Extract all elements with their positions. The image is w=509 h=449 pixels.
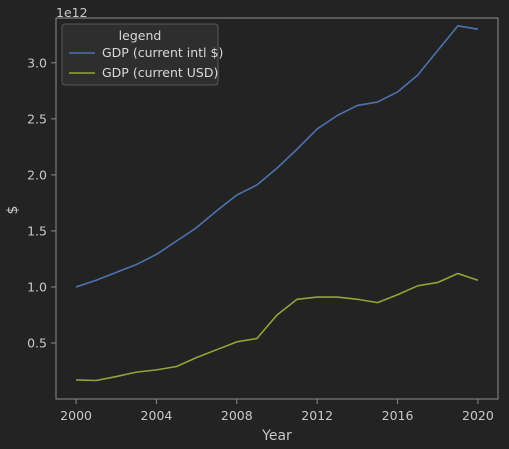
- axis-ticks: 2000 2004 2008 2012 2016 2020 0.5 1.0 1.5 2.0 2.5 3…: [27, 55, 494, 423]
- series-line-intl: [75, 25, 479, 288]
- y-axis-label: $: [5, 206, 21, 215]
- y-tick-label: 1.0: [27, 279, 47, 294]
- legend-box: [61, 23, 219, 86]
- x-tick-label: 2004: [141, 408, 173, 423]
- y-tick-label: 0.5: [27, 335, 47, 350]
- legend-label-usd: GDP (current USD): [102, 65, 218, 80]
- x-axis-label: Year: [261, 428, 292, 444]
- x-tick-label: 2008: [221, 408, 253, 423]
- legend-label-intl: GDP (current intl $): [102, 45, 223, 60]
- plot-frame: [55, 17, 499, 400]
- series-lines: [75, 25, 479, 382]
- y-tick-label: 1.5: [27, 223, 47, 238]
- y-tick-label: 2.0: [27, 167, 47, 182]
- series-line-usd: [76, 272, 479, 382]
- x-tick-label: 2012: [301, 408, 333, 423]
- legend-title: legend: [119, 28, 162, 43]
- x-tick-label: 2000: [60, 408, 92, 423]
- x-tick-label: 2020: [462, 408, 494, 423]
- y-tick-label: 2.5: [27, 111, 47, 126]
- y-axis-offset-label: 1e12: [56, 5, 88, 20]
- legend: legend GDP (current intl $) GDP (current…: [61, 23, 223, 86]
- y-tick-label: 3.0: [27, 55, 47, 70]
- x-tick-label: 2016: [382, 408, 414, 423]
